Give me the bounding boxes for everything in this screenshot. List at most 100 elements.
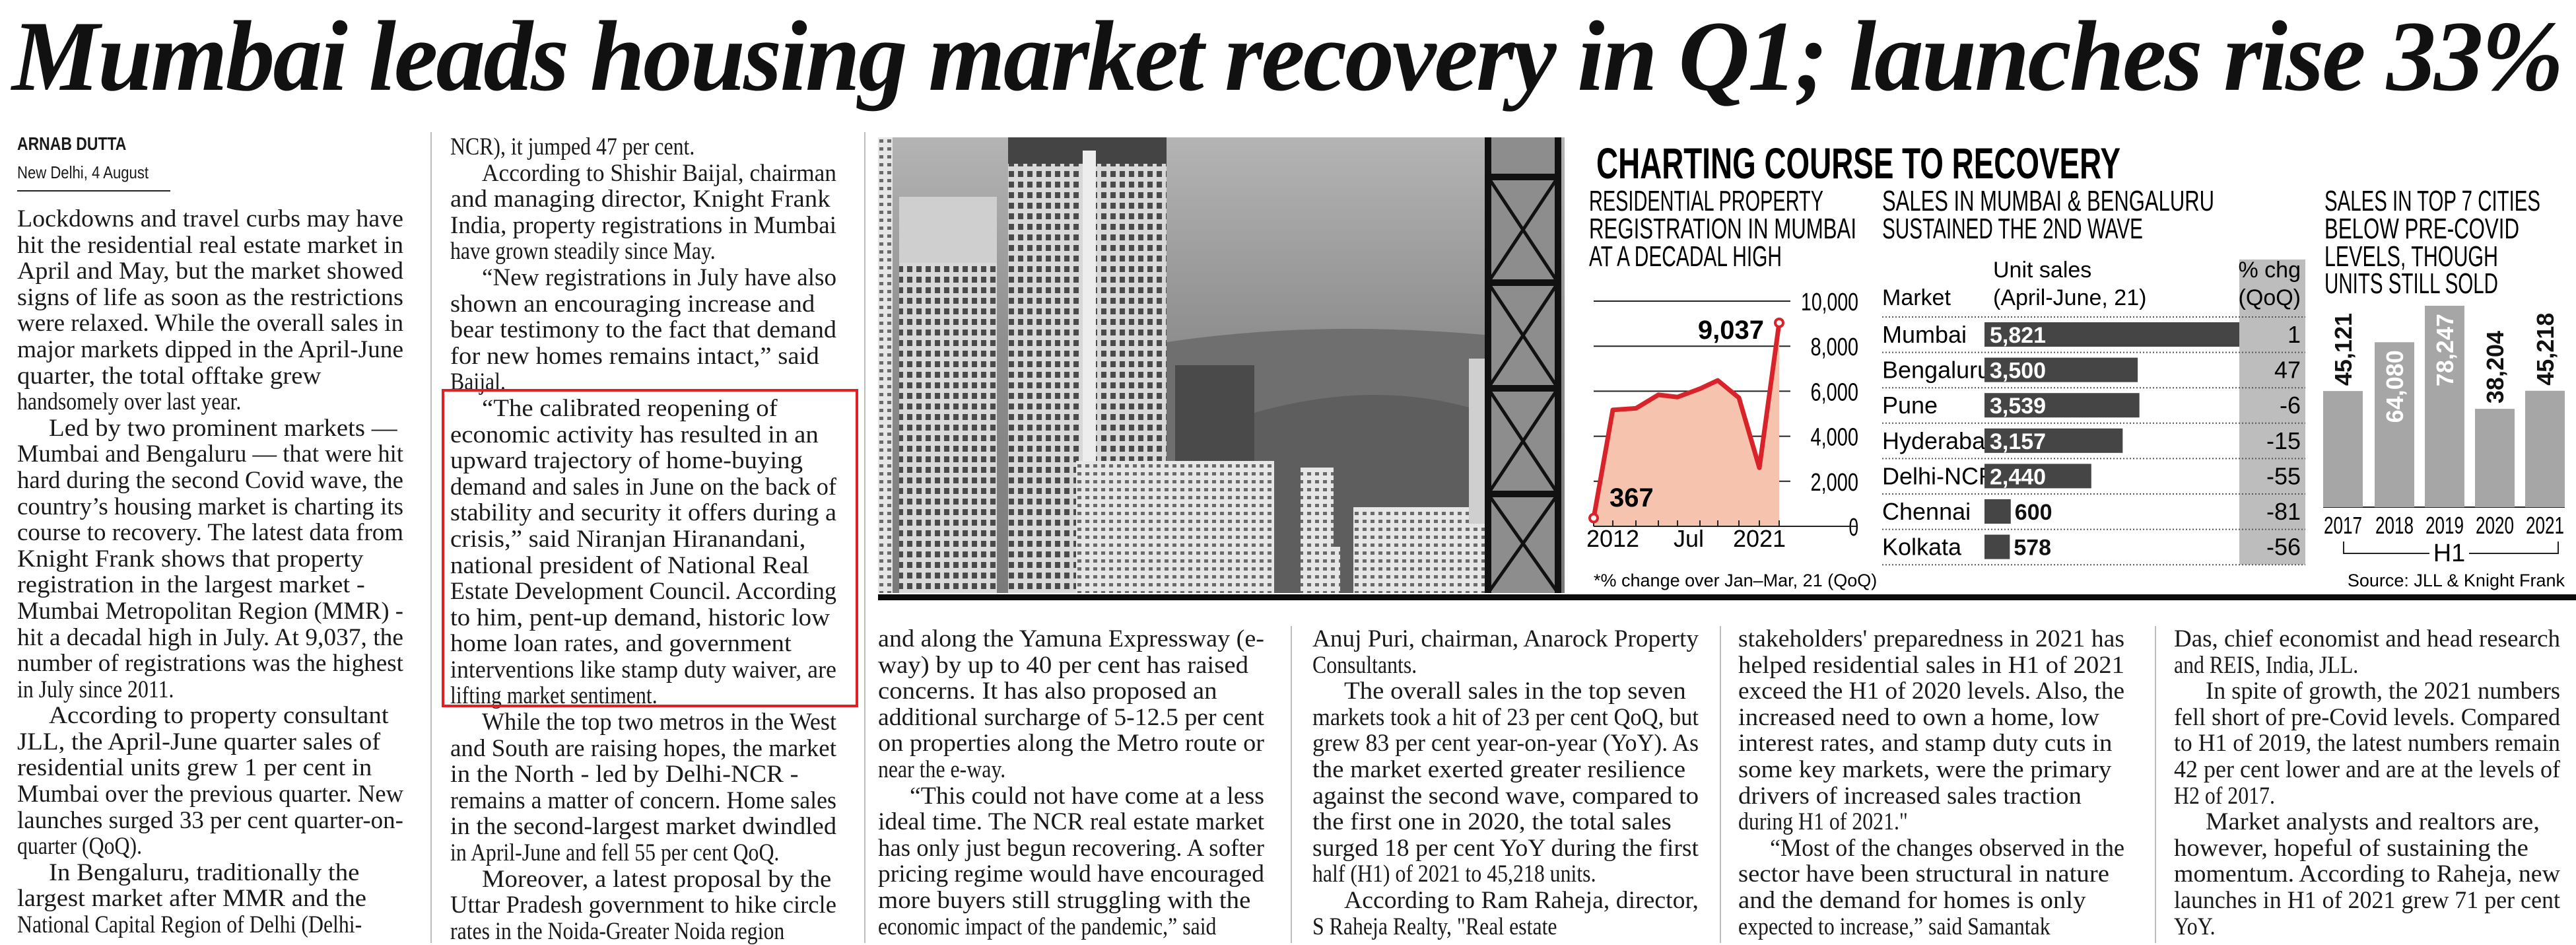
sales-value-label: 3,539	[1990, 394, 2046, 419]
text-line-content: the market exerted greater resilience	[1312, 755, 1686, 783]
chart-subtitle-line: AT A DECADAL HIGH	[1589, 240, 1782, 273]
sales-value-label: 5,821	[1990, 323, 2046, 348]
text-line: handsomely over last year.	[17, 389, 403, 415]
text-line-content: concerns. It has also proposed an	[878, 678, 1217, 705]
text-line-content: home loan rates, and government	[450, 630, 792, 658]
text-line-content: registration in the largest market -	[17, 571, 365, 599]
text-line: Market analysts and realtors are,	[2174, 809, 2560, 835]
text-line: in July since 2011.	[17, 677, 403, 703]
data-label: 9,037	[1698, 316, 1764, 345]
text-line: demand and sales in June on the back of	[450, 474, 836, 501]
x-tick-label: 2012	[1586, 525, 1639, 552]
text-line: however, hopeful of sustaining the	[2174, 835, 2560, 862]
text-line-content: National Capital Region of Delhi (Delhi-	[17, 911, 362, 939]
sales-bar	[1984, 534, 2010, 559]
text-line: the first one in 2020, the total sales	[1312, 809, 1699, 835]
market-label: Delhi-NCR	[1882, 462, 1996, 489]
text-line-content: national president of National Real	[450, 551, 809, 579]
text-line-content: crisis,” said Niranjan Hiranandani,	[450, 525, 806, 553]
text-line-content: Estate Development Council. According	[450, 578, 836, 606]
text-line-content: “New registrations in July have also	[482, 263, 836, 291]
chart-subtitle-line: UNITS STILL SOLD	[2324, 267, 2498, 300]
text-line: number of registrations was the highest	[17, 650, 403, 677]
text-line-content: surged 18 per cent YoY during the first	[1312, 834, 1699, 862]
text-line-content: have grown steadily since May.	[450, 238, 716, 265]
article-column-1: Lockdowns and travel curbs may have hit t…	[17, 206, 403, 938]
text-line-content: helped residential sales in H1 of 2021	[1738, 651, 2124, 679]
text-line: YoY.	[2174, 913, 2560, 940]
market-label: Chennai	[1882, 498, 1971, 525]
text-line: home loan rates, and government	[450, 631, 836, 657]
sales-bar	[1984, 499, 2011, 524]
text-line: country’s housing market is charting its	[17, 493, 403, 520]
text-line-content: some key markets, were the primary	[1738, 755, 2112, 783]
text-line-content: on properties along the Metro route or	[878, 730, 1264, 757]
text-line-content: Led by two prominent markets —	[49, 414, 397, 442]
text-line-content: In Bengaluru, traditionally the	[49, 858, 360, 886]
text-line: exceed the H1 of 2020 levels. Also, the	[1738, 678, 2124, 705]
chart-subtitle-line: SUSTAINED THE 2ND WAVE	[1882, 213, 2143, 245]
text-line-content: in July since 2011.	[17, 676, 174, 703]
market-label: Pune	[1882, 392, 1938, 419]
text-line-content: interest rates, and stamp duty cuts in	[1738, 730, 2113, 757]
text-line: upward trajectory of home-buying	[450, 448, 836, 474]
text-line-content: markets took a hit of 23 per cent QoQ, b…	[1312, 703, 1699, 731]
text-line-content: NCR), it jumped 47 per cent.	[450, 133, 695, 160]
text-line: fell short of pre-Covid levels. Compared	[2174, 705, 2560, 731]
text-line-content: has only just begun recovering. A softer	[878, 834, 1264, 862]
text-line: interest rates, and stamp duty cuts in	[1738, 730, 2124, 757]
article-column-2: NCR), it jumped 47 per cent. According to…	[450, 134, 836, 944]
text-line: According to property consultant	[17, 703, 403, 729]
text-line: in the North - led by Delhi-NCR -	[450, 761, 836, 788]
text-line-content: hit a decadal high in July. At 9,037, th…	[17, 623, 403, 651]
text-line-content: exceed the H1 of 2020 levels. Also, the	[1738, 678, 2124, 705]
header-pct-change: % chg	[2239, 258, 2301, 283]
year-label: 2017	[2324, 512, 2362, 539]
text-line: momentum. According to Raheja, new	[2174, 861, 2560, 888]
text-line-content: half (H1) of 2021 to 45,218 units.	[1312, 860, 1596, 888]
year-bar	[2475, 409, 2515, 507]
text-line-content: Mumbai Metropolitan Region (MMR) -	[17, 597, 403, 625]
text-line-content: stability and security it offers during …	[450, 499, 836, 527]
text-line-content: “This could not have come at a less	[910, 782, 1264, 810]
text-line-content: grew 83 per cent year-on-year (YoY). As	[1312, 730, 1699, 757]
text-line: some key markets, were the primary	[1738, 757, 2124, 783]
sales-bar	[1984, 357, 2138, 382]
text-line: during H1 of 2021."	[1738, 809, 2124, 835]
header-pct-change-basis: (QoQ)	[2239, 285, 2301, 310]
sales-bar	[1984, 393, 2140, 418]
text-line: against the second wave, compared to	[1312, 783, 1699, 810]
text-line-content: launches in H1 of 2021 grew 71 per cent	[2174, 886, 2560, 914]
headline: Mumbai leads housing market recovery in …	[12, 1, 2563, 112]
sales-value-label: 578	[2014, 536, 2051, 561]
text-line-content: economic impact of the pandemic,” said	[878, 913, 1217, 940]
text-line: crisis,” said Niranjan Hiranandani,	[450, 526, 836, 553]
text-line-content: to H1 of 2019, the latest numbers remain	[2174, 730, 2560, 757]
text-line-content: JLL, the April-June quarter sales of	[17, 728, 381, 755]
text-line-content: increased need to own a home, low	[1738, 703, 2099, 731]
text-line-content: quarter (QoQ).	[17, 833, 143, 860]
text-line: major markets dipped in the April-June	[17, 337, 403, 363]
x-tick-label: Jul	[1674, 525, 1704, 552]
text-line: interventions like stamp duty waiver, ar…	[450, 657, 836, 683]
text-line: in April-June and fell 55 per cent QoQ.	[450, 840, 836, 866]
text-line-content: handsomely over last year.	[17, 388, 242, 416]
text-line: “Most of the changes observed in the	[1738, 835, 2124, 862]
text-line: and the demand for homes is only	[1738, 888, 2124, 914]
text-line-content: According to property consultant	[49, 702, 389, 730]
y-tick-label: 2,000	[1811, 469, 1859, 497]
text-line: sector have been structural in nature	[1738, 861, 2124, 888]
text-line-content: India, property registrations in Mumbai	[450, 211, 836, 239]
pct-change-value: -55	[2266, 462, 2301, 489]
text-line-content: interventions like stamp duty waiver, ar…	[450, 656, 836, 683]
text-line-content: The overall sales in the top seven	[1344, 678, 1686, 705]
bar-value-label: 64,080	[2381, 350, 2408, 423]
text-line: “New registrations in July have also	[450, 265, 836, 291]
text-line: surged 18 per cent YoY during the first	[1312, 835, 1699, 862]
chart-subtitle-line: REGISTRATION IN MUMBAI	[1589, 213, 1856, 245]
byline: ARNAB DUTTA	[17, 133, 127, 154]
byline-rule	[17, 190, 170, 192]
